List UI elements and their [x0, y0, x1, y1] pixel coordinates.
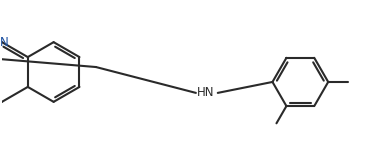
Text: HN: HN [197, 86, 214, 99]
Text: N: N [0, 36, 8, 49]
